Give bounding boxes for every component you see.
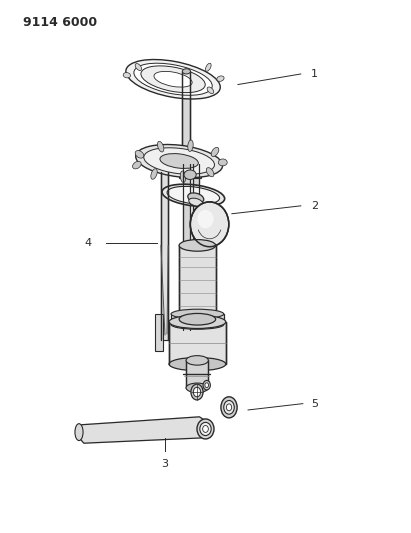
Ellipse shape (205, 383, 208, 387)
Ellipse shape (75, 424, 83, 441)
Ellipse shape (169, 316, 226, 328)
Ellipse shape (135, 63, 141, 70)
Ellipse shape (218, 159, 227, 166)
Ellipse shape (193, 387, 201, 397)
Polygon shape (193, 164, 199, 327)
Bar (169, 322, 226, 364)
Ellipse shape (207, 87, 214, 94)
Ellipse shape (211, 147, 219, 157)
Ellipse shape (171, 309, 224, 319)
Ellipse shape (180, 171, 186, 182)
Ellipse shape (182, 69, 191, 74)
Polygon shape (161, 172, 168, 341)
Ellipse shape (188, 140, 193, 151)
Ellipse shape (206, 168, 214, 177)
Ellipse shape (179, 240, 216, 251)
Ellipse shape (197, 210, 214, 228)
Ellipse shape (133, 161, 141, 169)
Ellipse shape (186, 356, 208, 365)
Ellipse shape (136, 144, 223, 177)
Ellipse shape (203, 381, 210, 390)
Ellipse shape (188, 193, 204, 203)
Bar (179, 166, 201, 178)
Ellipse shape (141, 66, 205, 93)
Ellipse shape (226, 404, 232, 411)
Ellipse shape (186, 383, 208, 393)
Ellipse shape (167, 187, 219, 204)
Ellipse shape (134, 63, 212, 95)
Bar (155, 314, 163, 351)
Text: 1: 1 (311, 69, 318, 79)
Ellipse shape (160, 154, 199, 168)
Ellipse shape (157, 141, 164, 152)
Ellipse shape (162, 184, 225, 206)
Ellipse shape (123, 72, 130, 78)
Bar (179, 245, 216, 319)
Text: 4: 4 (85, 238, 92, 248)
Text: 5: 5 (311, 399, 318, 409)
Ellipse shape (151, 168, 157, 179)
Text: 2: 2 (311, 201, 318, 211)
Ellipse shape (184, 170, 196, 180)
Ellipse shape (200, 422, 211, 435)
Ellipse shape (197, 419, 214, 439)
Polygon shape (183, 164, 190, 330)
Bar (171, 314, 224, 325)
Ellipse shape (179, 313, 216, 325)
Ellipse shape (189, 198, 203, 206)
Ellipse shape (203, 425, 208, 432)
Ellipse shape (221, 397, 237, 418)
Ellipse shape (191, 384, 203, 400)
Ellipse shape (154, 71, 192, 87)
Bar (186, 360, 208, 388)
Ellipse shape (217, 76, 224, 82)
Text: 3: 3 (162, 459, 169, 469)
Polygon shape (76, 417, 210, 443)
Ellipse shape (206, 63, 211, 71)
Ellipse shape (169, 358, 226, 370)
Text: 9114 6000: 9114 6000 (23, 16, 97, 29)
Ellipse shape (144, 148, 215, 174)
Ellipse shape (190, 202, 229, 247)
Ellipse shape (224, 400, 234, 414)
Ellipse shape (126, 60, 220, 99)
Ellipse shape (135, 150, 144, 158)
Ellipse shape (171, 320, 224, 329)
Polygon shape (182, 71, 191, 164)
